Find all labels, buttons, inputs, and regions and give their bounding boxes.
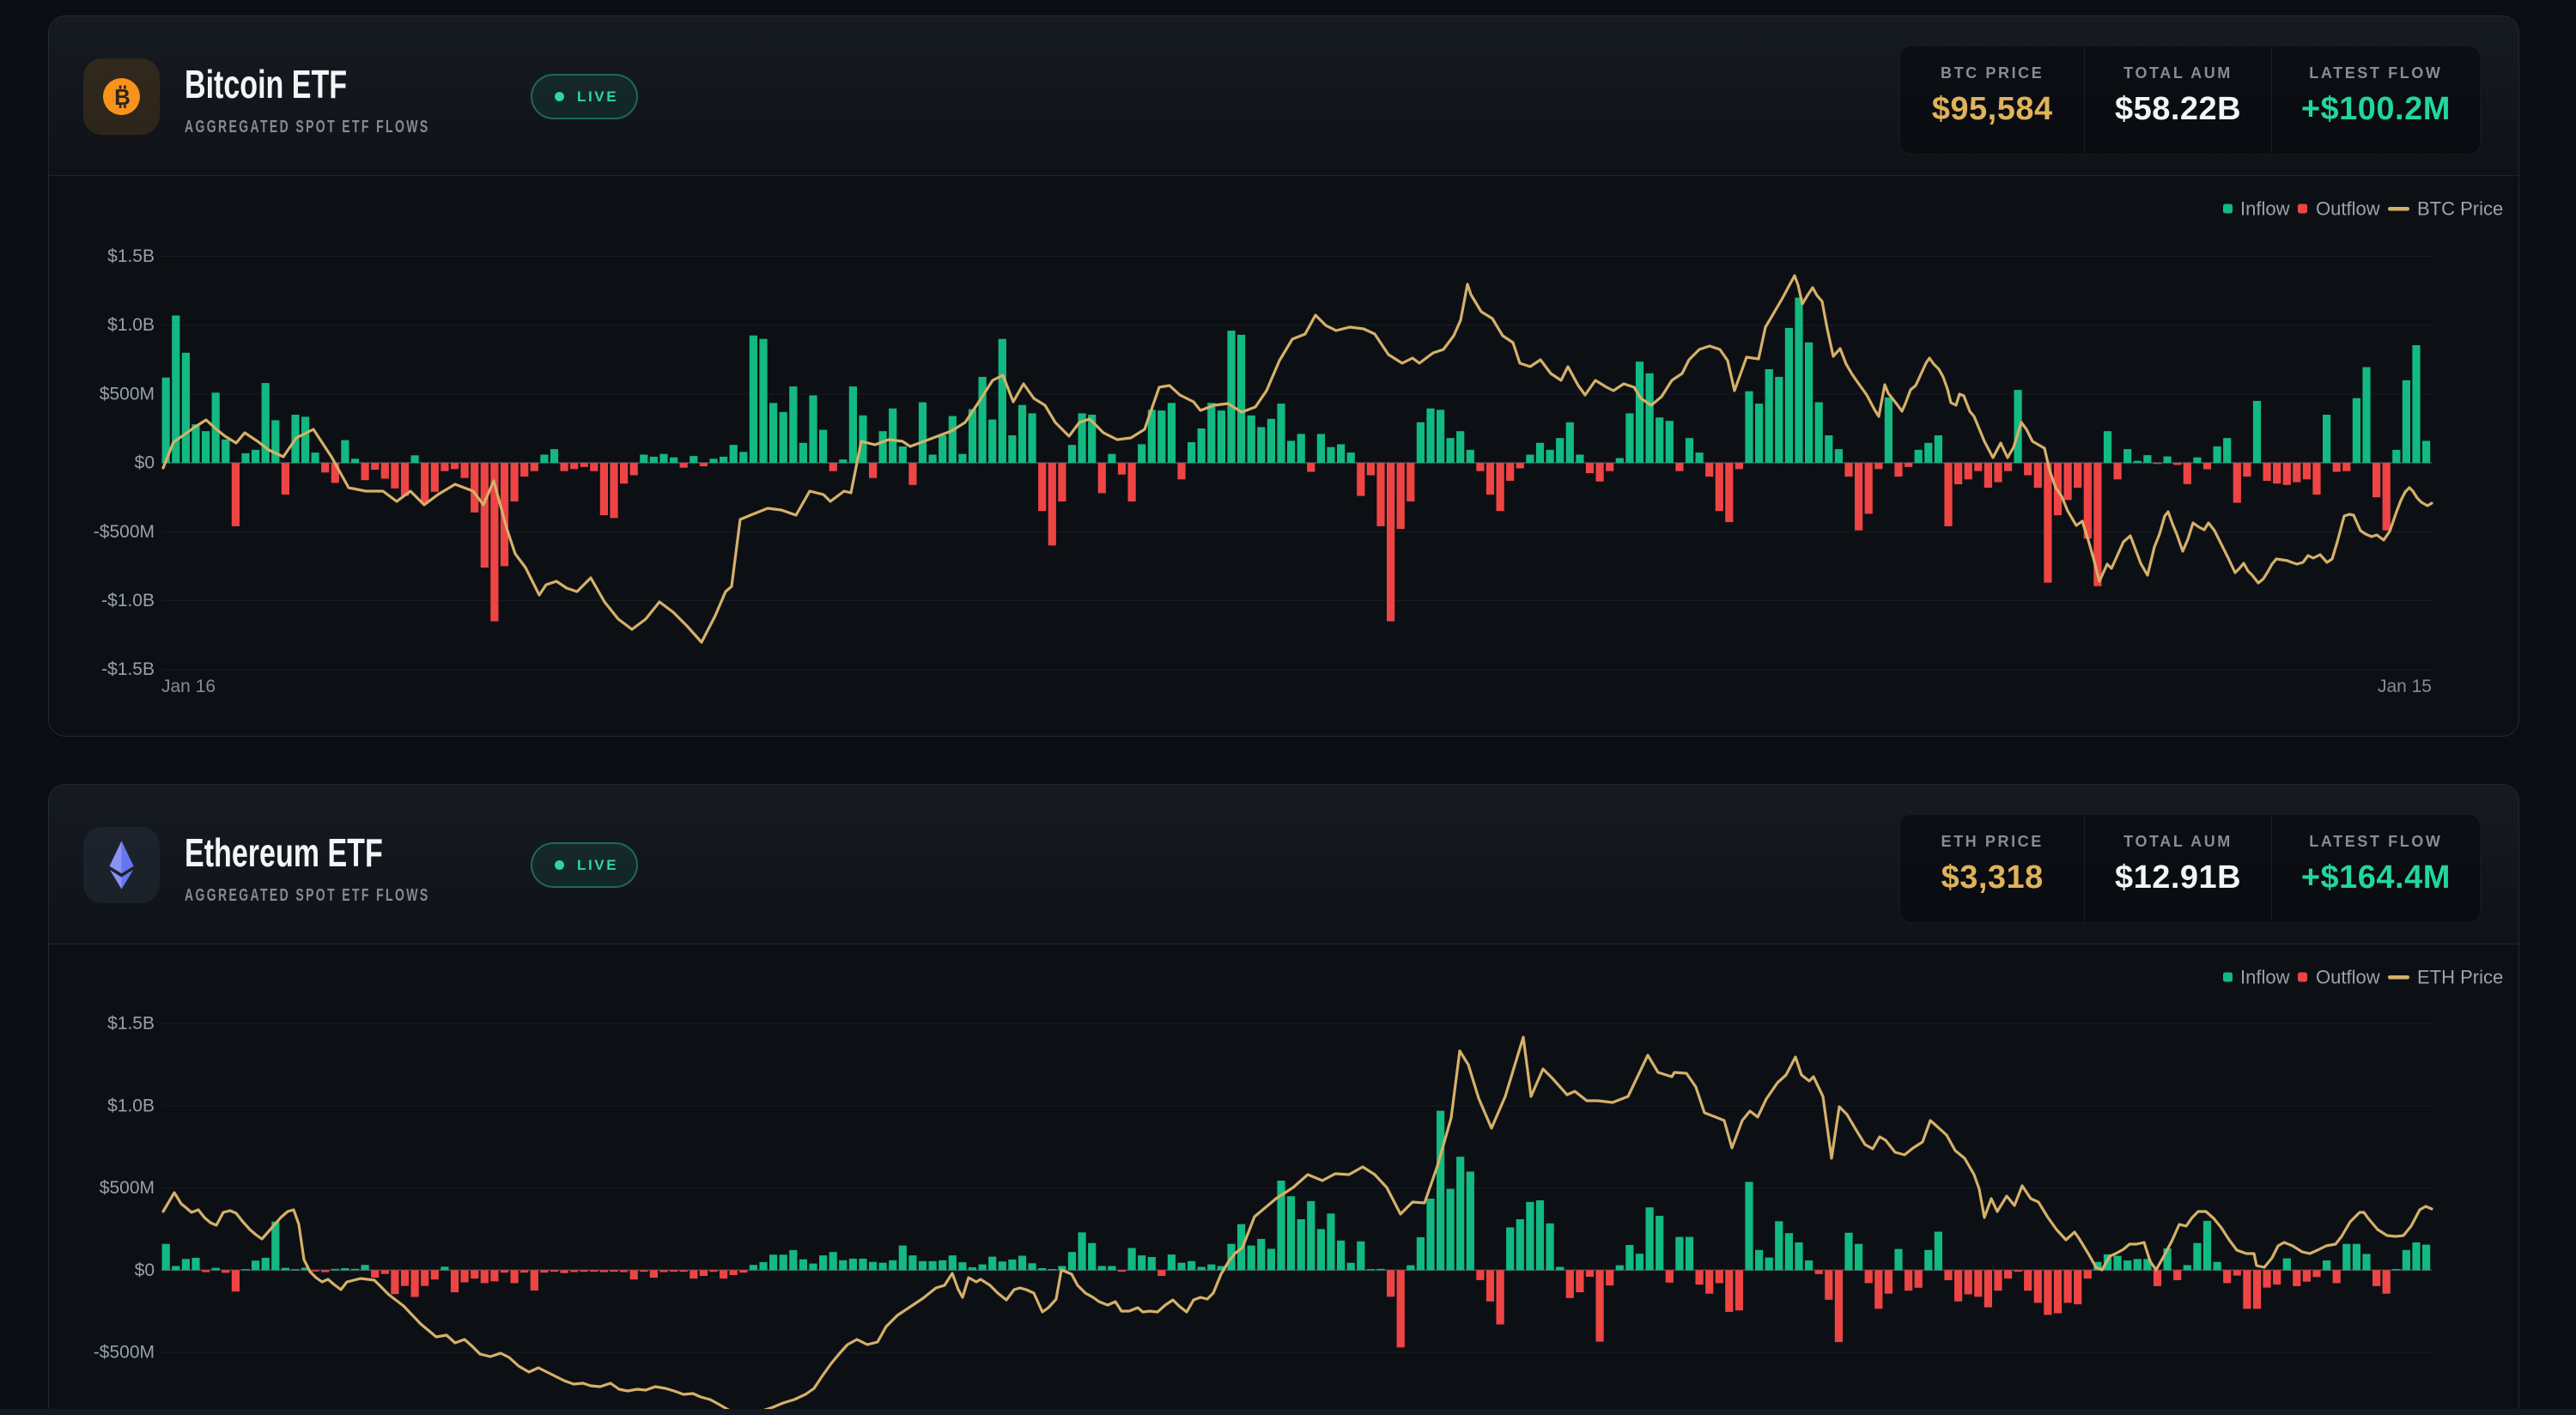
- svg-text:B: B: [114, 84, 131, 110]
